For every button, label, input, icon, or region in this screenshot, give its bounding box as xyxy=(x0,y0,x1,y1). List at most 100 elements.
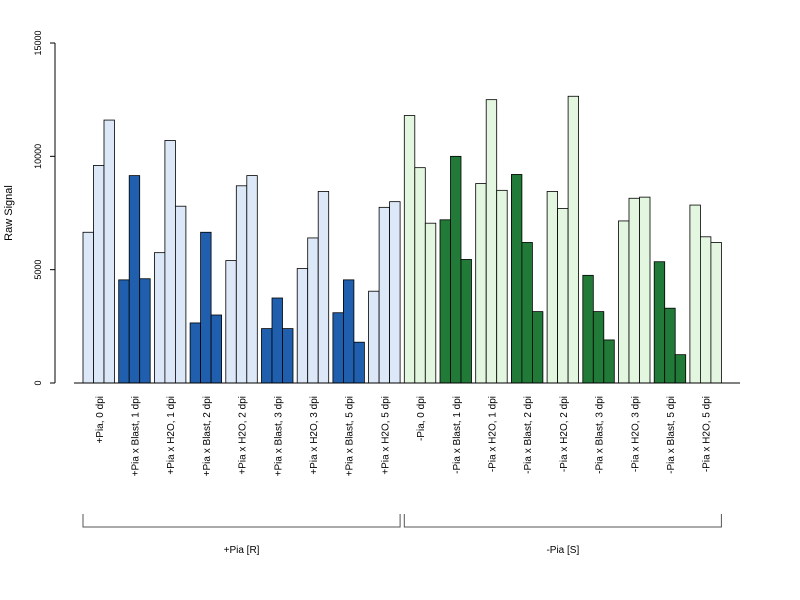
bar xyxy=(710,242,722,384)
bar-group xyxy=(296,191,330,384)
bar xyxy=(532,311,544,384)
bar xyxy=(639,196,651,384)
bar-group xyxy=(118,175,151,384)
x-tick-label: +Pia x H2O, 1 dpi xyxy=(166,396,177,475)
y-axis: 0 5000 10000 15000 xyxy=(33,30,56,386)
bar xyxy=(261,328,273,384)
bar xyxy=(317,191,330,384)
bar xyxy=(282,328,294,384)
bar-group xyxy=(82,119,115,384)
bars xyxy=(82,95,722,384)
bar-group xyxy=(332,279,365,384)
x-tick-label: +Pia x Blast, 5 dpi xyxy=(345,396,356,476)
x-tick-label: -Pia x Blast, 1 dpi xyxy=(452,396,463,474)
bar xyxy=(368,290,380,384)
bar xyxy=(475,183,487,384)
bar-group xyxy=(189,231,223,384)
y-tick-label: 10000 xyxy=(33,144,43,169)
bar-group xyxy=(368,201,401,384)
bar xyxy=(460,259,472,384)
bar xyxy=(174,205,187,384)
bar xyxy=(307,237,319,384)
bar xyxy=(389,201,401,384)
bar xyxy=(700,236,712,384)
bar-group xyxy=(403,115,437,384)
bar xyxy=(189,322,202,384)
x-tick-label: -Pia x H2O, 3 dpi xyxy=(630,396,641,472)
x-tick-label: +Pia x H2O, 3 dpi xyxy=(309,396,320,475)
bar-group xyxy=(689,204,722,384)
bracket-line xyxy=(403,514,722,528)
bar xyxy=(689,204,701,384)
bar-group xyxy=(582,274,615,384)
bar xyxy=(271,297,283,384)
bar xyxy=(674,354,687,384)
bar xyxy=(618,220,630,384)
bar xyxy=(139,278,151,384)
x-tick-label: -Pia x Blast, 5 dpi xyxy=(666,396,677,474)
bar xyxy=(103,119,115,384)
x-tick-label: +Pia x H2O, 2 dpi xyxy=(238,396,249,475)
x-tick-label: +Pia x H2O, 5 dpi xyxy=(380,396,391,475)
bar xyxy=(353,341,365,384)
bar xyxy=(332,312,344,384)
bar-group xyxy=(439,155,472,384)
group-brackets: +Pia [R] -Pia [S] xyxy=(82,514,722,556)
bar xyxy=(628,197,640,384)
bar-group xyxy=(510,174,544,384)
x-tick-label: -Pia x H2O, 5 dpi xyxy=(702,396,713,472)
bar xyxy=(414,167,426,384)
bar xyxy=(164,140,176,384)
x-tick-label: +Pia x Blast, 3 dpi xyxy=(273,396,284,476)
bar xyxy=(200,231,212,384)
bar-group xyxy=(475,99,508,384)
bar xyxy=(225,260,237,384)
group-label: +Pia [R] xyxy=(224,545,260,556)
x-tick-label: -Pia x Blast, 3 dpi xyxy=(595,396,606,474)
bar xyxy=(557,208,569,384)
bar xyxy=(153,252,166,384)
x-tick-label: -Pia x Blast, 2 dpi xyxy=(523,396,534,474)
bar xyxy=(424,222,437,384)
bar-group xyxy=(225,175,258,384)
y-tick-label: 0 xyxy=(33,380,43,385)
bar xyxy=(510,174,523,384)
bracket-line xyxy=(82,514,401,528)
bar xyxy=(296,268,309,384)
bar-group xyxy=(546,95,579,384)
y-tick-label: 5000 xyxy=(33,260,43,280)
bar xyxy=(342,279,355,384)
bar xyxy=(403,115,416,384)
bar-group xyxy=(653,261,687,384)
bar xyxy=(378,206,391,384)
bar xyxy=(118,279,130,384)
bar xyxy=(521,242,533,384)
bar xyxy=(546,191,558,384)
bar xyxy=(485,99,498,384)
x-tick-label: -Pia x H2O, 2 dpi xyxy=(559,396,570,472)
y-tick-label: 15000 xyxy=(33,30,43,55)
group-bracket: -Pia [S] xyxy=(403,514,722,556)
bar-group xyxy=(153,140,187,384)
bar xyxy=(653,261,666,384)
bar-group xyxy=(618,196,651,384)
bar xyxy=(235,185,248,384)
group-bracket: +Pia [R] xyxy=(82,514,401,556)
x-tick-label: +Pia x Blast, 1 dpi xyxy=(130,396,141,476)
y-axis-title: Raw Signal xyxy=(3,185,15,241)
bar xyxy=(582,274,594,384)
bar-group xyxy=(261,297,294,384)
bar xyxy=(439,219,451,384)
bar xyxy=(93,164,105,384)
x-tick-label: +Pia x Blast, 2 dpi xyxy=(202,396,213,476)
bar xyxy=(450,155,462,384)
bar xyxy=(246,175,258,384)
bar xyxy=(664,307,676,384)
bar xyxy=(210,314,223,384)
bar xyxy=(496,189,508,384)
x-tick-label: -Pia x H2O, 1 dpi xyxy=(487,396,498,472)
bar xyxy=(603,339,615,384)
x-tick-label: +Pia, 0 dpi xyxy=(95,396,106,444)
bar xyxy=(128,175,141,384)
